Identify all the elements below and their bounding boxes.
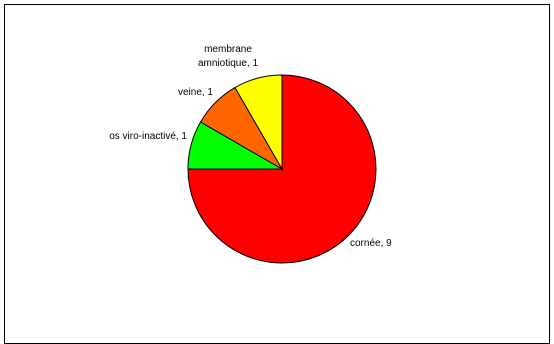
label-veine: veine, 1 [178, 87, 213, 98]
slice-cornee [187, 74, 377, 264]
label-cornee: cornée, 9 [350, 238, 392, 249]
slice-membrane-amniotique [234, 74, 283, 171]
label-os-viro-inactive: os viro-inactivé, 1 [109, 131, 187, 142]
label-membrane-line1: membrane [204, 44, 252, 55]
label-membrane-line2: amniotique, 1 [198, 58, 258, 69]
pie-slices [187, 74, 377, 264]
pie-chart: cornée, 9 os viro-inactivé, 1 veine, 1 m… [109, 44, 392, 264]
